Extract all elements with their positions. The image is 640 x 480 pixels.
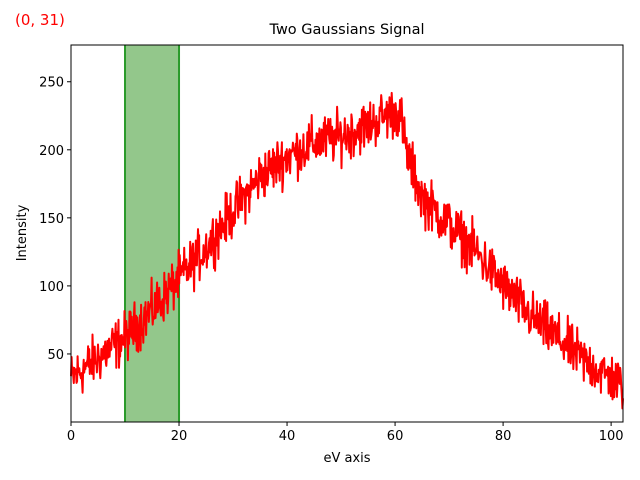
x-axis-ticks: 0 20 40 60 80 100 — [67, 422, 624, 444]
svg-text:100: 100 — [39, 280, 64, 295]
signal-line — [70, 91, 624, 410]
svg-text:60: 60 — [387, 429, 404, 444]
svg-text:150: 150 — [39, 212, 64, 227]
svg-text:20: 20 — [171, 429, 188, 444]
svg-text:40: 40 — [279, 429, 296, 444]
axes-frame — [70, 44, 624, 423]
svg-text:100: 100 — [599, 429, 624, 444]
svg-text:50: 50 — [47, 348, 64, 363]
x-axis-label: eV axis — [323, 451, 370, 466]
coordinate-readout: (0, 31) — [15, 11, 65, 29]
y-axis-ticks: 50 100 150 200 250 — [39, 76, 71, 363]
svg-text:0: 0 — [67, 429, 75, 444]
y-axis-label: Intensity — [15, 204, 30, 261]
chart-title: Two Gaussians Signal — [269, 22, 425, 38]
svg-text:250: 250 — [39, 76, 64, 91]
svg-text:80: 80 — [495, 429, 512, 444]
shaded-region — [124, 45, 181, 422]
svg-text:200: 200 — [39, 144, 64, 159]
